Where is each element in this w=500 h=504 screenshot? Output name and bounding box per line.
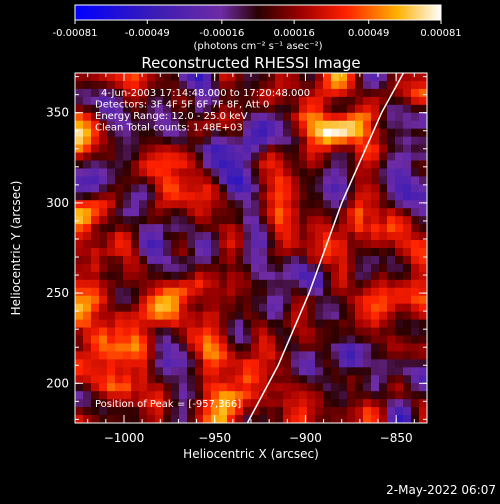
x-tick-label: −950 bbox=[198, 431, 231, 445]
colorbar-tick-label: 0.00081 bbox=[420, 28, 461, 39]
annotation-line: 4-Jun-2003 17:14:48.000 to 17:20:48.000 bbox=[101, 88, 310, 99]
colorbar-tick-label: 0.00049 bbox=[348, 28, 389, 39]
colorbar-ticks: -0.00081 -0.00049 -0.00016 0.00016 0.00049 0.… bbox=[53, 20, 462, 39]
x-tick-label: −1000 bbox=[104, 431, 145, 445]
y-axis: 200 250 300 350 bbox=[46, 76, 427, 420]
colorbar-tick-label: -0.00049 bbox=[125, 28, 170, 39]
annotations: 4-Jun-2003 17:14:48.000 to 17:20:48.000D… bbox=[95, 88, 310, 134]
x-axis: −1000 −950 −900 −850 bbox=[87, 73, 415, 445]
x-tick-label: −850 bbox=[380, 431, 413, 445]
x-tick-label: −900 bbox=[289, 431, 322, 445]
y-axis-label: Heliocentric Y (arcsec) bbox=[9, 181, 23, 316]
annotation-line: Clean Total counts: 1.48E+03 bbox=[95, 123, 243, 134]
y-tick-label: 200 bbox=[46, 376, 69, 390]
solar-limb-curve bbox=[246, 73, 405, 423]
annotation-line: Detectors: 3F 4F 5F 6F 7F 8F, Att 0 bbox=[95, 100, 269, 111]
y-tick-label: 350 bbox=[46, 106, 69, 120]
colorbar-tick-label: -0.00016 bbox=[199, 28, 244, 39]
heatmap-image bbox=[75, 73, 427, 423]
y-tick-label: 300 bbox=[46, 196, 69, 210]
chart-title: Reconstructed RHESSI Image bbox=[141, 54, 360, 72]
colorbar-unit-label: (photons cm⁻² s⁻¹ asec⁻²) bbox=[193, 41, 322, 52]
colorbar bbox=[74, 4, 442, 21]
x-axis-label: Heliocentric X (arcsec) bbox=[183, 447, 319, 461]
annotation-line: Energy Range: 12.0 - 25.0 keV bbox=[95, 111, 248, 122]
colorbar-tick-label: 0.00016 bbox=[273, 28, 314, 39]
footer-date: 2-May-2022 06:07 bbox=[386, 483, 496, 497]
colorbar-tick-label: -0.00081 bbox=[53, 28, 98, 39]
peak-position-label: Position of Peak = [-957,366] bbox=[95, 399, 241, 410]
y-tick-label: 250 bbox=[46, 286, 69, 300]
